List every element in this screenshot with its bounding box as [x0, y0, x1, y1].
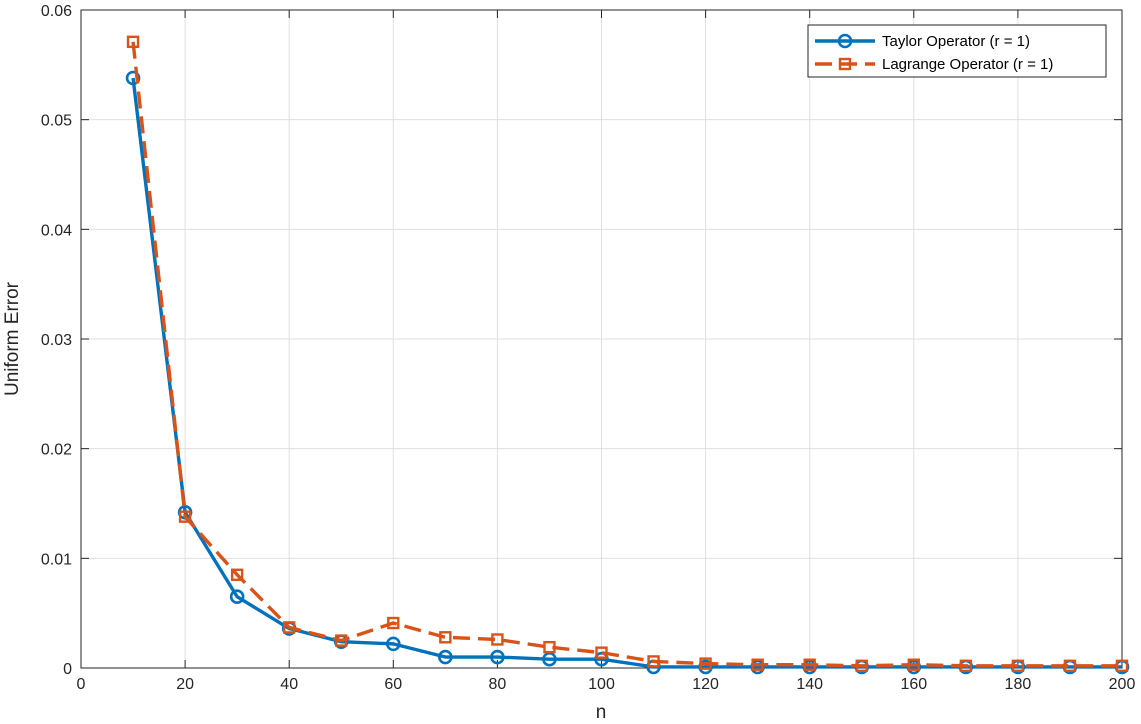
- y-tick-label: 0.06: [41, 3, 72, 20]
- data-point: [1063, 659, 1077, 673]
- legend-label: Lagrange Operator (r = 1): [882, 56, 1053, 73]
- legend-box: [807, 24, 1107, 78]
- series-layer: [125, 35, 1130, 675]
- y-tick-label: 0.01: [41, 551, 72, 568]
- data-point: [125, 70, 141, 86]
- y-tick-label: 0.02: [41, 442, 72, 459]
- data-point: [335, 634, 348, 647]
- y-tick-label: 0: [63, 661, 72, 678]
- y-tick-labels: 0 0.01 0.02 0.03 0.04 0.05 0.06: [41, 3, 72, 678]
- y-axis-label: Uniform Error: [2, 281, 23, 396]
- x-tick-label: 200: [1109, 676, 1136, 693]
- legend-entry-2: Lagrange Operator (r = 1): [815, 56, 1053, 73]
- data-point: [647, 655, 660, 668]
- data-point: [855, 659, 868, 673]
- data-point: [595, 646, 608, 659]
- data-point: [385, 636, 401, 652]
- data-point: [438, 649, 453, 665]
- data-point: [178, 510, 192, 523]
- x-tick-label: 120: [692, 676, 719, 693]
- x-tick-label: 20: [176, 676, 194, 693]
- legend: Taylor Operator (r = 1) Lagrange Operator…: [807, 24, 1107, 78]
- data-point: [594, 651, 609, 667]
- y-tick-label: 0.05: [41, 113, 72, 130]
- data-point: [126, 35, 140, 49]
- data-point: [230, 568, 244, 581]
- data-point: [439, 631, 452, 644]
- data-point: [491, 633, 504, 646]
- legend-label: Taylor Operator (r = 1): [882, 33, 1030, 50]
- x-tick-label: 160: [900, 676, 927, 693]
- x-tick-label: 80: [489, 676, 507, 693]
- x-tick-labels: 0 20 40 60 80 100 120 140 160 180 200: [77, 676, 1136, 693]
- data-point: [229, 589, 245, 605]
- x-tick-label: 60: [384, 676, 402, 693]
- legend-marker: [838, 57, 852, 71]
- x-axis-label: n: [596, 702, 607, 723]
- data-point: [490, 649, 505, 665]
- x-tick-label: 100: [588, 676, 615, 693]
- x-tick-label: 40: [280, 676, 298, 693]
- data-point: [1011, 659, 1025, 673]
- y-tick-label: 0.03: [41, 332, 72, 349]
- series-2: [126, 35, 1129, 673]
- series-line: [131, 41, 1122, 668]
- data-point: [907, 658, 920, 671]
- legend-entry-1: Taylor Operator (r = 1): [815, 33, 1030, 50]
- y-tick-label: 0.04: [41, 222, 72, 239]
- x-tick-label: 140: [796, 676, 823, 693]
- data-point: [959, 659, 973, 673]
- data-point: [283, 621, 296, 634]
- x-tick-label: 180: [1005, 676, 1032, 693]
- data-point: [543, 640, 556, 654]
- legend-marker: [837, 33, 853, 49]
- data-point: [699, 657, 712, 670]
- data-point: [751, 658, 764, 671]
- data-point: [803, 658, 816, 671]
- data-point: [387, 616, 400, 630]
- data-point: [1115, 659, 1129, 673]
- x-tick-label: 0: [77, 676, 86, 693]
